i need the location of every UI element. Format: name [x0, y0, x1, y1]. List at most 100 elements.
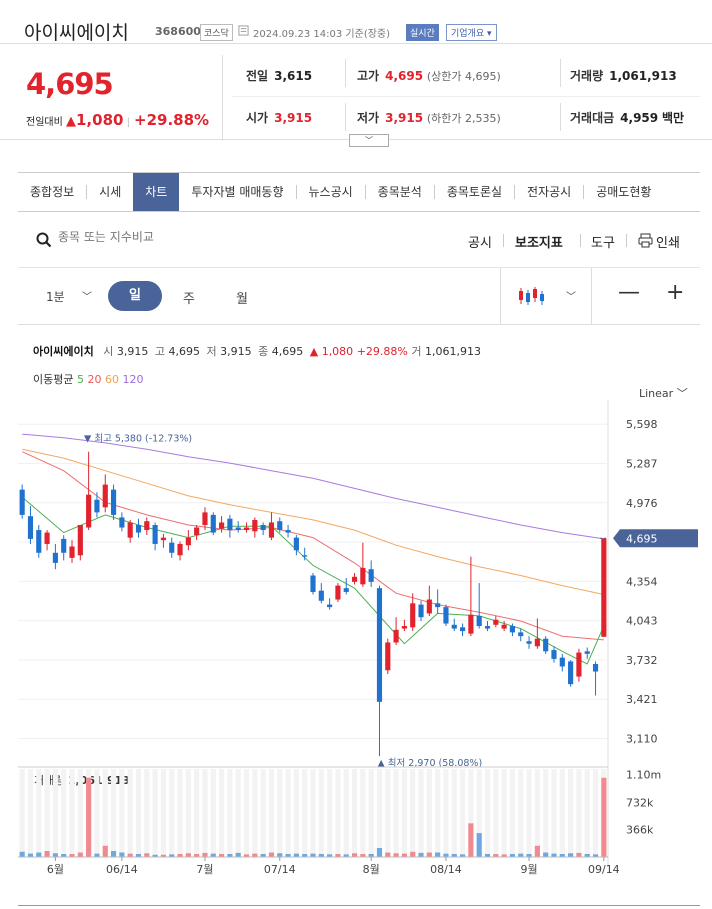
open-label: 시가	[246, 111, 269, 125]
company-overview-button[interactable]: 기업개요 ▾	[446, 24, 497, 41]
volume-bar	[135, 854, 142, 857]
candle-body	[27, 516, 34, 539]
volume-bg-bar	[460, 769, 466, 857]
volume-bg-bar	[110, 769, 117, 857]
candle-body	[127, 522, 133, 538]
volume-bg-bar	[526, 769, 532, 857]
timestamp: 2024.09.23 14:03 기준(장중)	[253, 29, 391, 40]
legend-stock-name: 아이씨에이치	[33, 345, 94, 358]
volume-bar	[202, 852, 208, 857]
candle-body	[185, 537, 191, 546]
volume-bar	[435, 852, 441, 857]
volume-bar	[260, 854, 266, 857]
volume-bar	[310, 853, 316, 857]
tab-4[interactable]: 뉴스공시	[308, 185, 353, 199]
candle-body	[343, 588, 349, 592]
ma-20: 20	[87, 373, 102, 386]
volume-bar	[102, 845, 108, 857]
candle-body	[144, 521, 150, 531]
disclosure-button[interactable]: 공시	[468, 236, 492, 251]
divider	[18, 905, 700, 906]
volume-bg-bar	[418, 769, 424, 857]
y-tick-label: 4,043	[626, 615, 658, 628]
change-line: 전일대비 ▲1,080 | +29.88%	[26, 111, 209, 129]
indicators-button[interactable]: 보조지표	[515, 236, 563, 251]
tab-0[interactable]: 종합정보	[30, 185, 75, 199]
tab-separator	[514, 185, 516, 199]
volume-bg-bar	[268, 769, 275, 857]
tab-bar: 종합정보 시세 차트 투자자별 매매동향 뉴스공시 종목분석 종목토론실 전자공시 공매도현황	[18, 172, 700, 212]
candle-body	[418, 604, 424, 618]
candle-body	[435, 603, 441, 608]
volume-bg-bar	[376, 769, 383, 857]
zoom-in-button[interactable]: +	[666, 280, 685, 305]
separator	[626, 234, 627, 247]
tab-separator	[364, 185, 366, 199]
chevron-down-icon[interactable]: ﹀	[566, 292, 576, 303]
tools-button[interactable]: 도구	[591, 236, 615, 251]
legend-low: 3,915	[220, 345, 252, 358]
volume-bar	[119, 852, 125, 857]
candle-body	[202, 512, 208, 525]
candle-body	[393, 629, 399, 643]
volume-bg-bar	[202, 769, 208, 857]
ma-line-20	[21, 451, 604, 641]
x-tick-label: 07/14	[264, 863, 296, 876]
period-day-button[interactable]: 일	[108, 281, 162, 311]
y-tick-label: 5,598	[626, 418, 658, 431]
volume-bar	[335, 854, 341, 857]
legend-low-key: 저	[206, 345, 217, 358]
candle-body	[260, 525, 266, 531]
volume-bar	[468, 823, 474, 857]
zoom-out-button[interactable]: —	[618, 280, 640, 305]
candle-body	[551, 650, 557, 659]
volume-bar	[551, 853, 557, 857]
candlestick-type-icon[interactable]	[518, 286, 544, 306]
expand-button[interactable]: ﹀	[349, 134, 389, 147]
volume-bg-bar	[401, 769, 407, 857]
trade-value-amount: 4,959	[620, 111, 659, 125]
tab-6[interactable]: 종목토론실	[446, 185, 503, 199]
tab-3[interactable]: 투자자별 매매동향	[191, 185, 284, 199]
chevron-down-icon[interactable]: ﹀	[82, 292, 92, 303]
legend-volume: 1,061,913	[424, 345, 481, 358]
ma-5: 5	[76, 373, 84, 386]
legend-open: 3,915	[116, 345, 149, 358]
ma-line-60	[22, 448, 604, 595]
price-chart[interactable]: 5,5985,2874,9764,6654,3544,0433,7323,421…	[0, 400, 712, 900]
tab-5[interactable]: 종목분석	[377, 185, 422, 199]
volume-bar	[44, 851, 50, 857]
tab-2[interactable]: 차트	[133, 173, 180, 211]
period-week-button[interactable]: 주	[183, 292, 195, 307]
volume-bg-bar	[119, 769, 125, 857]
market-badge: 코스닥	[200, 24, 233, 41]
change-label: 전일대비	[26, 117, 63, 128]
printer-icon	[638, 233, 653, 248]
volume-bar	[385, 852, 391, 857]
minute-select[interactable]: 1분	[46, 290, 65, 304]
candle-body	[227, 518, 233, 531]
volume-bg-bar	[584, 769, 590, 857]
candle-body	[94, 499, 100, 513]
compare-search-input[interactable]	[58, 230, 258, 244]
tab-8[interactable]: 공매도현황	[596, 185, 652, 199]
print-button[interactable]: 인쇄	[656, 236, 680, 251]
volume-bg-bar	[335, 769, 341, 857]
volume-value: 1,061,913	[609, 69, 677, 83]
volume-bar	[410, 851, 416, 857]
volume-bg-bar	[52, 769, 58, 857]
price-box: 4,695 전일대비 ▲1,080 | +29.88%	[18, 55, 223, 141]
search-icon[interactable]	[36, 232, 52, 248]
candle-body	[426, 599, 432, 614]
tab-1[interactable]: 시세	[99, 185, 122, 199]
scale-select[interactable]: Linear ﹀	[639, 385, 688, 401]
volume-bg-bar	[260, 769, 266, 857]
volume-bg-bar	[385, 769, 391, 857]
legend-change-pct: +29.88%	[356, 345, 408, 358]
period-month-button[interactable]: 월	[236, 292, 248, 307]
prev-close-label: 전일	[246, 69, 269, 83]
chevron-down-icon: ▾	[487, 29, 492, 39]
volume: 거래량 1,061,913	[570, 67, 677, 84]
tab-7[interactable]: 전자공시	[527, 185, 572, 199]
candle-body	[335, 585, 341, 600]
